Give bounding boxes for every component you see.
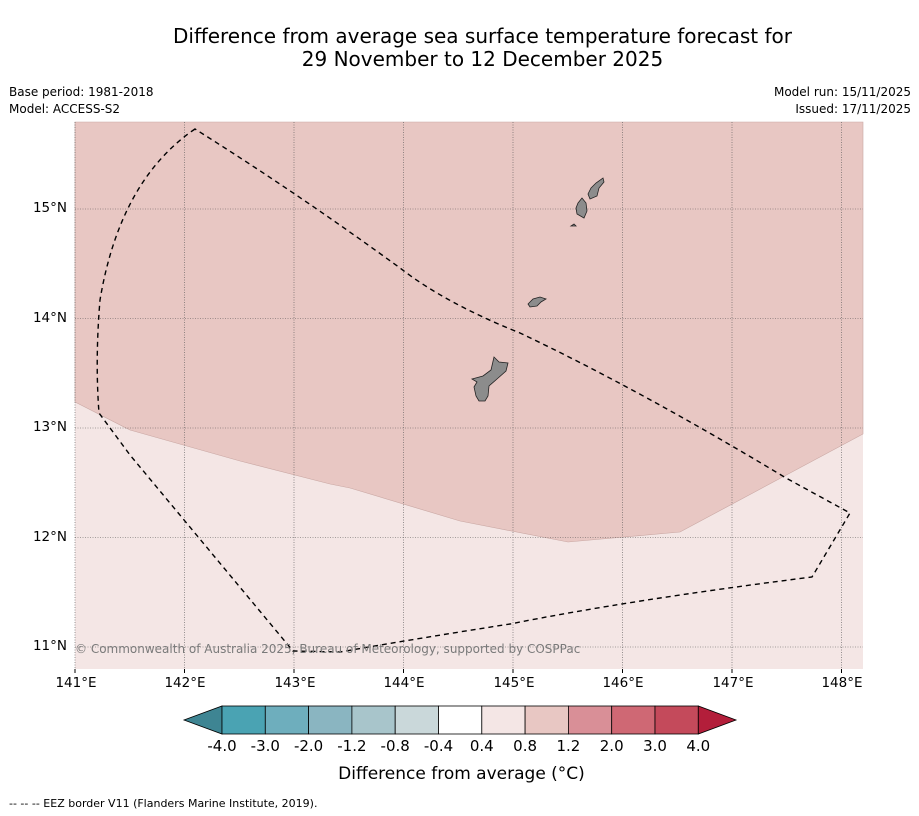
lon-label-145e: 145°E [493, 675, 535, 691]
model-run-text: Model run: 15/11/2025 [773, 85, 911, 99]
colorbar-tick-label: -1.2 [337, 737, 367, 755]
island-tinian [575, 197, 588, 219]
gridlines [74, 122, 863, 669]
anomaly-band-warm [74, 121, 864, 543]
colorbar-tick-label: 3.0 [643, 737, 667, 755]
lon-label-144e: 144°E [383, 675, 425, 691]
colorbar-swatch [611, 705, 656, 735]
colorbar-tick-label: -0.8 [380, 737, 410, 755]
colorbar-tick-label: 2.0 [599, 737, 624, 755]
island-aguijan [569, 223, 577, 227]
colorbar-swatch [568, 705, 613, 735]
lat-label-12n: 12°N [32, 529, 67, 545]
colorbar-under-arrow [182, 705, 223, 735]
lon-label-143e: 143°E [274, 675, 316, 691]
eez-legend: -- -- -- EEZ border V11 (Flanders Marine… [9, 797, 318, 810]
island-guam [470, 356, 509, 402]
colorbar-swatch [264, 705, 309, 735]
chart-title-line1: Difference from average sea surface temp… [172, 24, 792, 48]
colorbar-swatch [654, 705, 699, 735]
colorbar-tick-label: 0.4 [469, 737, 494, 755]
colorbar-swatch [394, 705, 439, 735]
colorbar-swatch [351, 705, 396, 735]
lat-label-14n: 14°N [32, 310, 67, 326]
colorbar-tick-label: -4.0 [207, 737, 237, 755]
meta-left: Base period: 1981-2018 Model: ACCESS-S2 [9, 84, 154, 118]
lon-label-146e: 146°E [602, 675, 644, 691]
island-rota [527, 296, 547, 308]
colorbar-swatch [221, 705, 266, 735]
lat-label-11n: 11°N [32, 638, 67, 654]
lon-label-142e: 142°E [164, 675, 206, 691]
islands [470, 177, 605, 402]
axis-ticks [74, 669, 842, 673]
colorbar-over-arrow [697, 705, 738, 735]
meta-right: Model run: 15/11/2025 Issued: 17/11/2025 [774, 84, 911, 118]
base-period-text: Base period: 1981-2018 [9, 85, 154, 99]
colorbar [182, 705, 738, 735]
colorbar-tick-label: -3.0 [250, 737, 280, 755]
eez-border [96, 128, 851, 653]
island-saipan [587, 177, 605, 200]
copyright-text: © Commonwealth of Australia 2025, Bureau… [75, 642, 580, 656]
colorbar-tick-label: 1.2 [556, 737, 581, 755]
colorbar-tick-label: -0.4 [423, 737, 454, 755]
colorbar-tick-label: -2.0 [293, 737, 324, 755]
lat-label-13n: 13°N [32, 419, 67, 435]
issued-text: Issued: 17/11/2025 [795, 102, 911, 116]
colorbar-swatch [481, 705, 526, 735]
colorbar-tick-label: 4.0 [686, 737, 711, 755]
lat-label-15n: 15°N [32, 200, 67, 216]
chart-title-line2: 29 November to 12 December 2025 [301, 47, 664, 71]
colorbar-tick-label: 0.8 [513, 737, 538, 755]
colorbar-swatch [524, 705, 569, 735]
model-text: Model: ACCESS-S2 [9, 102, 121, 116]
lon-label-141e: 141°E [55, 675, 97, 691]
lon-label-147e: 147°E [712, 675, 754, 691]
colorbar-swatch [308, 705, 353, 735]
colorbar-label: Difference from average (°C) [338, 764, 585, 784]
colorbar-swatch [438, 705, 483, 735]
lon-label-148e: 148°E [821, 675, 863, 691]
